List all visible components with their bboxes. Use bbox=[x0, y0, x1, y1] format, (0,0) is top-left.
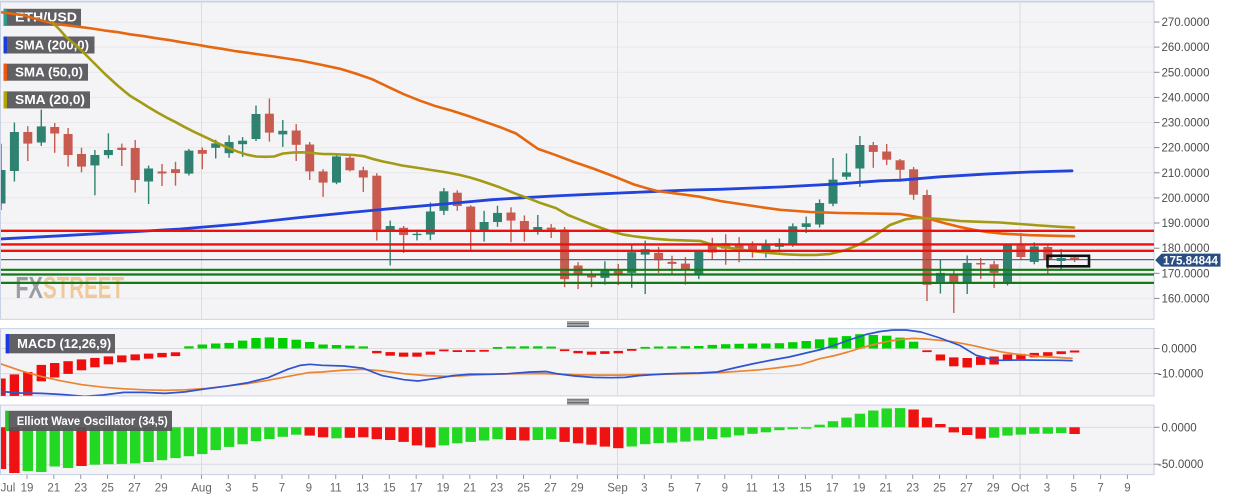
svg-text:15: 15 bbox=[799, 483, 812, 495]
svg-text:270.0000: 270.0000 bbox=[1162, 17, 1210, 29]
svg-text:Sep: Sep bbox=[607, 483, 627, 495]
svg-text:9: 9 bbox=[306, 483, 312, 495]
svg-text:13: 13 bbox=[772, 483, 785, 495]
svg-text:25: 25 bbox=[933, 483, 946, 495]
svg-text:25: 25 bbox=[517, 483, 530, 495]
svg-text:19: 19 bbox=[21, 483, 34, 495]
svg-text:17: 17 bbox=[410, 483, 423, 495]
svg-text:11: 11 bbox=[746, 483, 758, 495]
svg-text:STREET: STREET bbox=[43, 270, 124, 305]
svg-text:23: 23 bbox=[490, 483, 503, 495]
svg-text:19: 19 bbox=[853, 483, 866, 495]
svg-text:7: 7 bbox=[1097, 483, 1103, 495]
svg-text:15: 15 bbox=[383, 483, 396, 495]
svg-text:ETH/USD: ETH/USD bbox=[15, 11, 77, 25]
svg-text:160.0000: 160.0000 bbox=[1162, 293, 1210, 305]
svg-text:180.0000: 180.0000 bbox=[1162, 243, 1210, 255]
svg-text:210.0000: 210.0000 bbox=[1162, 168, 1210, 180]
svg-text:170.0000: 170.0000 bbox=[1162, 268, 1210, 280]
svg-text:7: 7 bbox=[695, 483, 701, 495]
svg-text:175.84844: 175.84844 bbox=[1163, 255, 1219, 267]
svg-text:Oct: Oct bbox=[1011, 483, 1030, 495]
svg-text:260.0000: 260.0000 bbox=[1162, 42, 1210, 54]
svg-text:Jul: Jul bbox=[1, 483, 16, 495]
svg-text:3: 3 bbox=[641, 483, 647, 495]
svg-text:29: 29 bbox=[571, 483, 584, 495]
svg-text:-50.0000: -50.0000 bbox=[1158, 459, 1203, 471]
svg-text:27: 27 bbox=[544, 483, 557, 495]
svg-text:Aug: Aug bbox=[191, 483, 211, 495]
svg-text:13: 13 bbox=[356, 483, 369, 495]
svg-text:SMA (20,0): SMA (20,0) bbox=[15, 93, 85, 107]
svg-text:3: 3 bbox=[1044, 483, 1050, 495]
svg-text:FX: FX bbox=[15, 270, 43, 305]
svg-text:27: 27 bbox=[128, 483, 141, 495]
svg-text:21: 21 bbox=[47, 483, 60, 495]
svg-text:27: 27 bbox=[960, 483, 973, 495]
svg-text:5: 5 bbox=[252, 483, 258, 495]
svg-text:29: 29 bbox=[987, 483, 1000, 495]
svg-text:23: 23 bbox=[74, 483, 87, 495]
svg-text:7: 7 bbox=[279, 483, 285, 495]
svg-text:SMA (50,0): SMA (50,0) bbox=[15, 66, 83, 80]
svg-text:11: 11 bbox=[330, 483, 342, 495]
svg-text:Elliott Wave Oscillator (34,5): Elliott Wave Oscillator (34,5) bbox=[17, 414, 168, 428]
svg-text:5: 5 bbox=[668, 483, 674, 495]
svg-text:9: 9 bbox=[722, 483, 728, 495]
svg-text:240.0000: 240.0000 bbox=[1162, 92, 1210, 104]
svg-text:3: 3 bbox=[225, 483, 231, 495]
svg-text:19: 19 bbox=[437, 483, 450, 495]
svg-text:200.0000: 200.0000 bbox=[1162, 193, 1210, 205]
svg-text:5: 5 bbox=[1070, 483, 1076, 495]
svg-text:0.0000: 0.0000 bbox=[1162, 344, 1197, 356]
svg-text:250.0000: 250.0000 bbox=[1162, 67, 1210, 79]
svg-text:21: 21 bbox=[880, 483, 893, 495]
svg-text:17: 17 bbox=[826, 483, 839, 495]
svg-text:21: 21 bbox=[463, 483, 476, 495]
svg-text:MACD (12,26,9): MACD (12,26,9) bbox=[17, 337, 111, 351]
svg-text:190.0000: 190.0000 bbox=[1162, 218, 1210, 230]
svg-text:220.0000: 220.0000 bbox=[1162, 143, 1210, 155]
svg-text:29: 29 bbox=[155, 483, 168, 495]
svg-text:230.0000: 230.0000 bbox=[1162, 118, 1210, 130]
svg-text:23: 23 bbox=[906, 483, 919, 495]
svg-text:25: 25 bbox=[101, 483, 114, 495]
svg-text:-10.0000: -10.0000 bbox=[1158, 369, 1203, 381]
svg-text:9: 9 bbox=[1124, 483, 1130, 495]
svg-text:0.0000: 0.0000 bbox=[1162, 422, 1197, 434]
